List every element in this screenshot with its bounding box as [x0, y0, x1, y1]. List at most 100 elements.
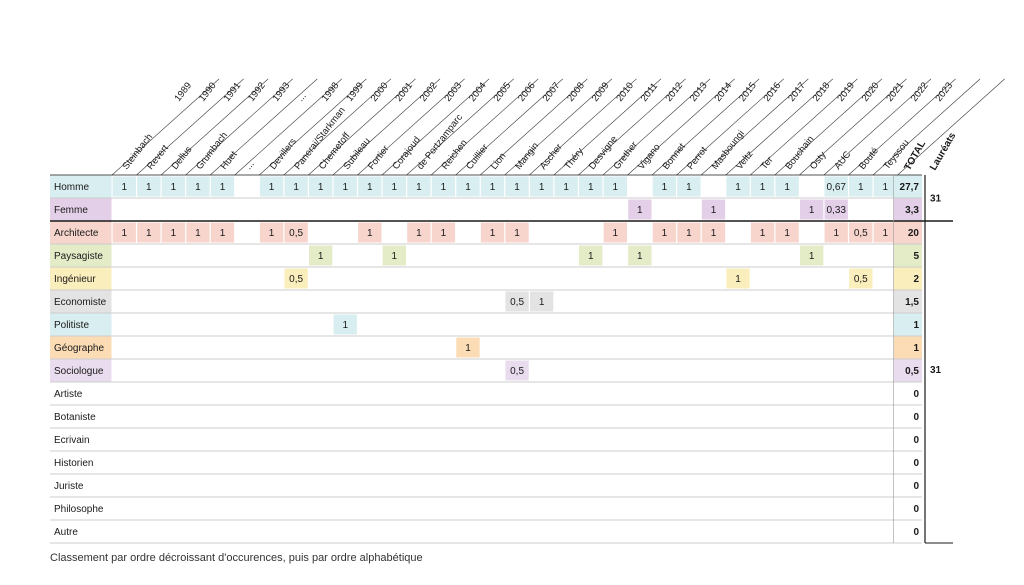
total-cell-bg [894, 244, 922, 267]
laureats-total: 31 [930, 194, 942, 205]
value-cell: 1 [883, 228, 889, 239]
total-value: 0 [913, 435, 919, 446]
value-cell-bg [726, 268, 750, 289]
value-cell-bg [824, 222, 848, 243]
value-cell: 1 [416, 228, 422, 239]
value-cell: 1 [662, 228, 668, 239]
value-cell-bg [529, 291, 554, 312]
laureate-label: Revert [145, 143, 171, 172]
value-cell-bg [603, 222, 627, 243]
row-label-bg [50, 244, 112, 267]
year-label: 2019 [835, 80, 857, 103]
year-label: 2023 [933, 80, 955, 103]
value-cell-bg [652, 176, 677, 197]
value-cell: 1 [171, 228, 177, 239]
year-label: 2012 [663, 80, 685, 103]
value-cell: 1 [465, 182, 471, 193]
row-label: Economiste [54, 297, 107, 308]
value-cell-bg [505, 291, 529, 312]
value-cell: 1 [809, 251, 815, 262]
value-cell-bg [333, 314, 357, 335]
value-cell-bg [775, 222, 799, 243]
total-value: 0 [913, 527, 919, 538]
header-divider [578, 78, 686, 176]
value-cell-bg [701, 222, 726, 243]
value-cell-bg [480, 176, 505, 197]
value-cell: 1 [588, 251, 594, 262]
value-cell: 1 [146, 182, 152, 193]
total-cell-bg [894, 267, 922, 290]
total-cell-bg [894, 290, 922, 313]
header-divider [774, 78, 883, 176]
value-cell: 1 [539, 297, 545, 308]
header-divider [529, 78, 637, 176]
year-label: 2001 [393, 80, 415, 103]
year-label: 2016 [762, 80, 784, 103]
value-cell-bg [628, 199, 652, 220]
value-cell-bg [407, 176, 431, 197]
value-cell-bg [505, 222, 529, 243]
value-cell: 1 [195, 228, 201, 239]
year-label: 1993 [271, 80, 293, 103]
value-cell: 1 [563, 182, 569, 193]
value-cell: 1 [121, 228, 127, 239]
value-cell: 1 [342, 320, 348, 331]
value-cell: 1 [392, 251, 398, 262]
year-label: ... [295, 91, 309, 104]
year-label: 2007 [541, 80, 563, 103]
row-label-bg [50, 175, 112, 198]
value-cell: 1 [784, 182, 790, 193]
total-value: 0 [913, 481, 919, 492]
laureate-label: Cuillier [464, 142, 491, 172]
row-label: Femme [54, 205, 88, 216]
header-divider [872, 78, 981, 176]
value-cell: 1 [367, 182, 373, 193]
total-cell-bg [894, 359, 922, 382]
value-cell: 1 [416, 182, 422, 193]
value-cell-bg [284, 268, 308, 289]
value-cell: 1 [735, 274, 741, 285]
value-cell: 1 [121, 182, 127, 193]
laureate-label: Osty [808, 149, 829, 171]
value-cell-bg [726, 176, 750, 197]
header-divider [651, 78, 760, 176]
value-cell-bg [284, 176, 308, 197]
header-divider [750, 78, 858, 176]
total-cell-bg [894, 336, 922, 359]
value-cell: 0,5 [854, 228, 868, 239]
year-label: 2013 [688, 80, 710, 103]
value-cell-bg [677, 176, 701, 197]
value-cell: 1 [269, 228, 275, 239]
row-label: Homme [54, 182, 89, 193]
value-cell-bg [431, 176, 456, 197]
value-cell: 1 [441, 228, 447, 239]
value-cell-bg [701, 199, 726, 220]
header-divider [111, 78, 220, 176]
header-divider [332, 78, 441, 176]
value-cell: 1 [342, 182, 348, 193]
laureate-label: Huet [219, 149, 240, 172]
value-cell: 1 [784, 228, 790, 239]
total-cell-bg [894, 175, 922, 198]
value-cell-bg [505, 176, 529, 197]
header-divider [602, 78, 711, 176]
total-value: 20 [908, 228, 920, 239]
value-cell: 1 [465, 343, 471, 354]
year-label: 1999 [344, 80, 366, 103]
total-value: 2 [913, 274, 919, 285]
year-label: 2009 [590, 80, 612, 103]
total-cell-bg [894, 198, 922, 221]
row-label-bg [50, 290, 112, 313]
header-divider [283, 78, 392, 176]
value-cell: 1 [588, 182, 594, 193]
value-cell-bg [628, 245, 652, 266]
year-label: 1991 [222, 80, 244, 103]
year-label: 2004 [467, 80, 489, 103]
value-cell: 0,5 [854, 274, 868, 285]
value-cell-bg [161, 222, 186, 243]
header-divider [553, 78, 662, 176]
value-cell-bg [112, 176, 136, 197]
value-cell-bg [775, 176, 799, 197]
value-cell: 1 [220, 228, 226, 239]
